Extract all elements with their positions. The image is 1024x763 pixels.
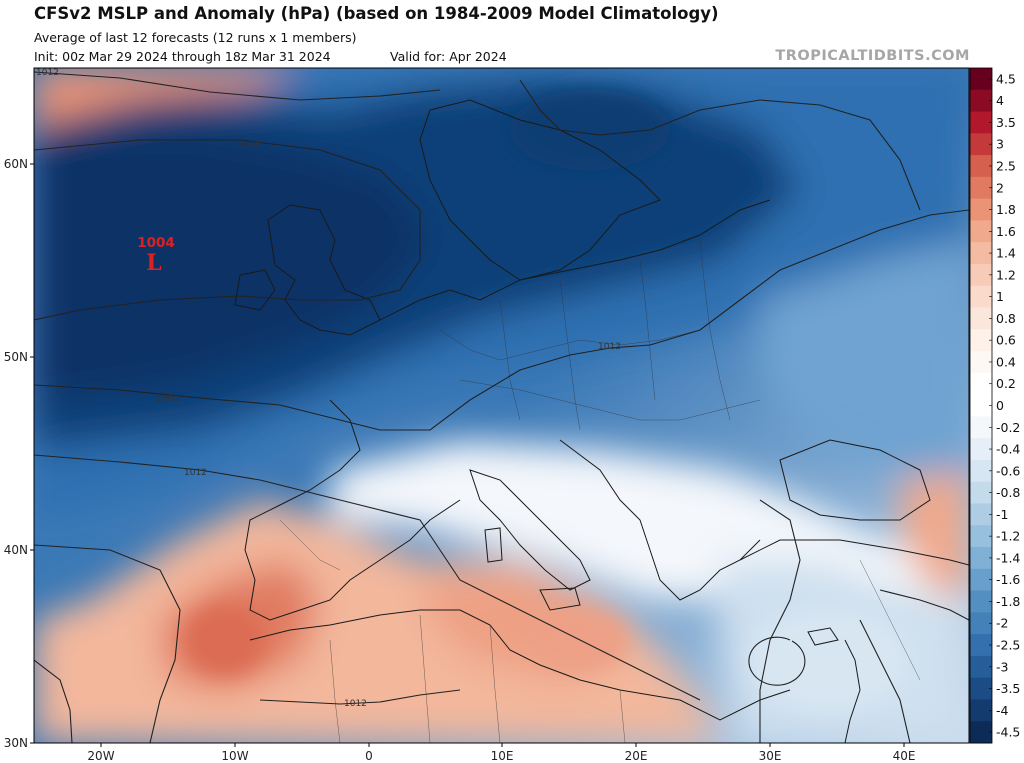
colorbar-swatch [970, 547, 992, 570]
colorbar-tick-label: -1.8 [996, 594, 1020, 609]
isobar-label: 1012 [344, 699, 367, 709]
colorbar-tick-label: 3 [996, 137, 1004, 152]
colorbar-swatch [970, 198, 992, 221]
colorbar-swatch [970, 285, 992, 309]
colorbar-tick-label: -2 [996, 616, 1008, 631]
colorbar-swatch [970, 220, 992, 243]
colorbar-tick-label: -0.2 [996, 420, 1020, 435]
colorbar-swatch [970, 372, 992, 396]
colorbar-swatch [970, 438, 992, 461]
colorbar-swatch [970, 503, 992, 526]
isobars [34, 71, 969, 743]
colorbar-tick-label: 1 [996, 289, 1004, 304]
anomaly-detail [185, 90, 910, 710]
colorbar-tick-label: 0.6 [996, 333, 1016, 348]
colorbar-tick-label: 1.2 [996, 267, 1016, 282]
colorbar-swatch [970, 155, 992, 178]
colorbar-swatch [970, 721, 992, 744]
lon-label: 40E [893, 749, 916, 763]
colorbar-swatch [970, 655, 992, 679]
colorbar-tick-label: -1.2 [996, 529, 1020, 544]
colorbar-swatch [970, 133, 992, 156]
colorbar-tick-label: 0.2 [996, 376, 1016, 391]
lon-label: 20E [625, 749, 648, 763]
lat-label: 40N [4, 543, 28, 557]
init-time: Init: 00z Mar 29 2024 through 18z Mar 31… [34, 49, 331, 64]
colorbar-swatch [970, 634, 992, 657]
isobar-label: 1012 [36, 68, 59, 78]
colorbar-tick-label: -0.8 [996, 485, 1020, 500]
longitude-axis: 20W 10W 0 10E 20E 30E 40E [87, 743, 915, 763]
lat-label: 50N [4, 350, 28, 364]
colorbar-tick-label: -1.4 [996, 550, 1020, 565]
colorbar-tick-label: -1.6 [996, 572, 1020, 587]
lon-label: 10E [491, 749, 514, 763]
isobar-label: 1008 [238, 141, 261, 151]
colorbar-tick-label: 4 [996, 93, 1004, 108]
low-pressure-symbol: L [146, 250, 161, 276]
lat-label: 30N [4, 736, 28, 750]
colorbar-swatch [970, 568, 992, 592]
colorbar-tick-label: 3.5 [996, 115, 1016, 130]
colorbar-tick-label: -2.5 [996, 638, 1020, 653]
colorbar-swatch [970, 481, 992, 504]
colorbar-swatch [970, 677, 992, 700]
subtitle: Average of last 12 forecasts (12 runs x … [34, 30, 357, 45]
map-panel: 1012 1008 1012 1008 1012 1012 1004 L [34, 68, 969, 743]
colorbar-swatch [970, 612, 992, 635]
low-pressure-center: 1004 L [137, 235, 175, 276]
colorbar-tick-label: 2 [996, 180, 1004, 195]
colorbar-swatch [970, 111, 992, 134]
colorbar-swatch [970, 699, 992, 722]
colorbar-tick-label: -4.5 [996, 725, 1020, 740]
site-credit: TROPICALTIDBITS.COM [775, 48, 970, 64]
colorbar-tick-label: 1.8 [996, 202, 1016, 217]
colorbar-tick-label: -0.4 [996, 442, 1020, 457]
colorbar-tick-label: 0.8 [996, 311, 1016, 326]
colorbar-swatch [970, 394, 992, 417]
colorbar-tick-label: -1 [996, 507, 1008, 522]
lat-label: 60N [4, 157, 28, 171]
isobar-label: 1008 [156, 394, 179, 404]
colorbar-swatch [970, 89, 992, 113]
colorbar-tick-label: -3 [996, 659, 1008, 674]
colorbar-tick-label: 1.4 [996, 246, 1016, 261]
colorbar-swatch [970, 351, 992, 374]
colorbar-swatch [970, 68, 992, 91]
isobar-label: 1012 [184, 468, 207, 478]
colorbar-swatch [970, 525, 992, 548]
lon-label: 10W [221, 749, 248, 763]
colorbar-tick-label: -3.5 [996, 681, 1020, 696]
colorbar-swatch [970, 176, 992, 200]
valid-time: Valid for: Apr 2024 [390, 49, 507, 64]
lon-label: 0 [365, 749, 373, 763]
colorbar-tick-label: -0.6 [996, 463, 1020, 478]
isobar-label: 1012 [598, 342, 621, 352]
colorbar-swatch [970, 459, 992, 483]
colorbar-swatch [970, 416, 992, 439]
colorbar-swatch [970, 590, 992, 613]
latitude-axis: 60N 50N 40N 30N [4, 157, 34, 750]
colorbar-tick-label: 0.4 [996, 354, 1016, 369]
country-borders [279, 239, 921, 743]
colorbar-swatch [970, 329, 992, 352]
colorbar-tick-label: -4 [996, 703, 1009, 718]
lon-label: 20W [87, 749, 114, 763]
colorbar-swatch [970, 263, 992, 287]
colorbar-swatch [970, 242, 992, 265]
colorbar-swatch [970, 307, 992, 330]
colorbar-tick-label: 0 [996, 398, 1004, 413]
colorbar: 4.5 4 3.5 3 2.5 2 1.8 1.6 1.4 1.2 1 0.8 0.6 0.4 0.2 0 -0… [969, 67, 1020, 744]
colorbar-tick-label: 4.5 [996, 71, 1016, 86]
low-pressure-value: 1004 [137, 235, 175, 251]
colorbar-tick-label: 1.6 [996, 224, 1016, 239]
chart-title: CFSv2 MSLP and Anomaly (hPa) (based on 1… [34, 4, 719, 23]
colorbar-tick-label: 2.5 [996, 158, 1016, 173]
lon-label: 30E [759, 749, 782, 763]
isobar-labels: 1012 1008 1012 1008 1012 1012 [36, 68, 621, 709]
coastlines [234, 99, 969, 743]
